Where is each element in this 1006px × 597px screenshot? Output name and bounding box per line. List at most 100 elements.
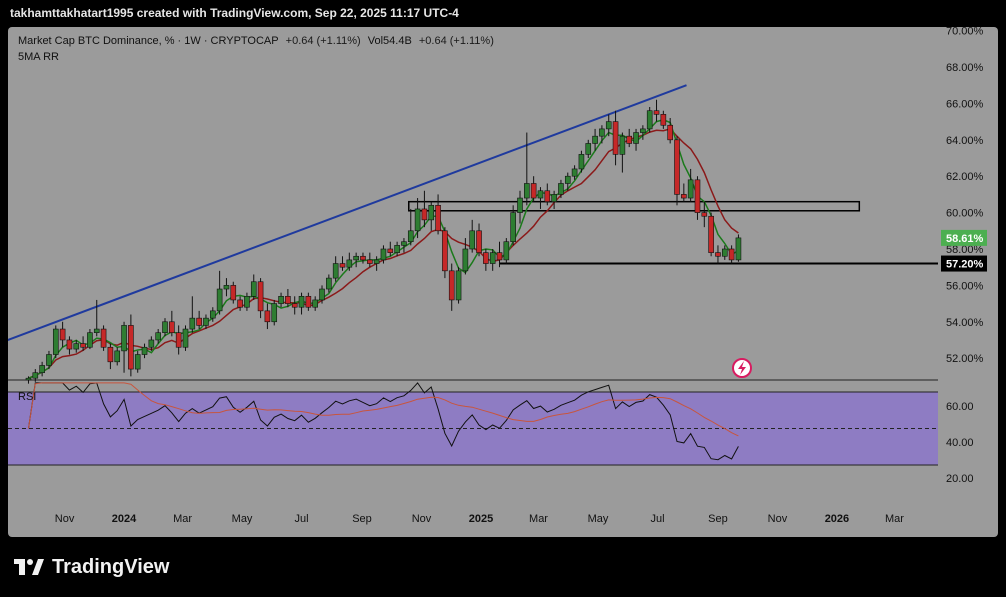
price-axis-tick-label: 54.00% [946,317,984,329]
tradingview-brand: TradingView [14,556,169,579]
candle-body [367,259,373,264]
candle-body [653,110,660,115]
candle-body [39,365,45,374]
candle-body [360,255,366,261]
candle-body [291,303,298,308]
candle-body [346,259,353,268]
candle-body [687,179,694,199]
time-axis-tick-label: Jul [650,513,664,525]
symbol-legend: Market Cap BTC Dominance, % · 1W · CRYPT… [18,35,498,47]
candle-body [510,212,516,243]
candle-body [462,248,469,272]
candle-body [401,241,407,246]
candle-body [93,328,100,333]
candle-body [435,205,441,232]
candle-body [530,183,537,199]
candle-body [271,303,278,323]
candle-body [305,295,312,308]
candle-body [735,237,742,261]
volume-change: +0.64 (+1.11%) [418,35,494,47]
candle-body [128,325,134,370]
candle-body [312,299,318,308]
time-axis-tick-label: 2026 [825,513,849,525]
candle-body [564,175,571,184]
time-axis-tick-label: Nov [768,513,788,525]
candle-body [230,285,237,301]
candle-body [162,321,168,333]
candle-body [646,110,653,130]
price-change: +0.64 (+1.11%) [285,35,361,47]
candle-body [373,259,380,264]
time-axis-tick-label: May [232,513,253,525]
rsi-ma-line [28,382,739,437]
candle-body [203,317,209,326]
candle-body [537,190,544,199]
candle-body [380,248,387,261]
candle-body [633,132,639,144]
candle-body [612,121,619,155]
chart-panel[interactable]: 70.00% 68.00% 66.00% 64.00% 62.00% 60.00% 58.0… [8,27,998,537]
price-axis-tick-label: 60.00% [946,208,984,220]
candle-body [244,295,250,308]
time-axis-tick-label: 2025 [469,513,493,525]
price-axis-tick-label: 52.00% [946,353,984,365]
candle-body [469,230,476,250]
candle-body [134,354,141,370]
candle-body [442,230,448,272]
symbol-name[interactable]: Market Cap BTC Dominance, % · 1W · CRYPT… [18,35,279,47]
price-axis-tick-label: 64.00% [946,135,984,147]
price-chart-svg[interactable]: 70.00% 68.00% 66.00% 64.00% 62.00% 60.00% 58.0… [8,27,998,537]
candle-body [674,139,680,195]
time-axis-tick-label: Sep [708,513,728,525]
candle-body [544,190,551,202]
candle-body [551,194,557,202]
candle-body [319,288,325,301]
candle-body [578,154,585,170]
candle-body [599,128,605,137]
candle-body [148,339,155,348]
candle-body [483,252,489,264]
candle-body [503,241,510,261]
candle-body [585,143,592,155]
time-axis-tick-label: May [588,513,609,525]
candle-body [326,277,332,290]
study-legend[interactable]: 5MA RR [18,51,59,63]
candle-body [189,317,196,330]
candle-body [407,230,414,243]
candle-body [694,179,701,213]
candle-body [66,339,73,350]
candle-body [46,354,52,366]
candle-body [448,270,455,301]
candle-body [237,299,243,308]
last-price-label: 58.61% [946,233,984,245]
price-axis-tick-label: 62.00% [946,171,984,183]
candle-body [25,377,32,381]
candle-body [524,183,530,199]
candle-body [455,270,462,301]
candle-body [476,230,482,253]
candle-body [414,208,421,232]
candle-body [619,135,626,155]
candle-body [32,372,39,379]
candle-body [298,295,305,308]
candle-body [708,215,714,253]
candle-body [681,194,687,199]
rsi-axis-tick-label: 40.00 [946,437,974,449]
candle-body [721,248,728,257]
candle-body [353,255,359,261]
candle-body [285,295,291,304]
volume-value: Vol54.4B [367,35,412,47]
time-axis-tick-label: Jul [295,513,309,525]
candle-body [182,328,189,348]
candle-body [592,135,598,144]
price-axis-tick-label: 68.00% [946,62,984,74]
rsi-axis-tick-label: 60.00 [946,401,974,413]
support-price-label: 57.20% [946,259,984,271]
tradingview-logo-icon [14,558,44,575]
rsi-legend[interactable]: RSI [18,391,37,403]
candle-body [332,263,339,279]
candle-body [496,252,503,261]
time-axis-tick-label: 2024 [112,513,137,525]
candle-body [387,248,394,253]
time-axis-tick-label: Nov [412,513,432,525]
